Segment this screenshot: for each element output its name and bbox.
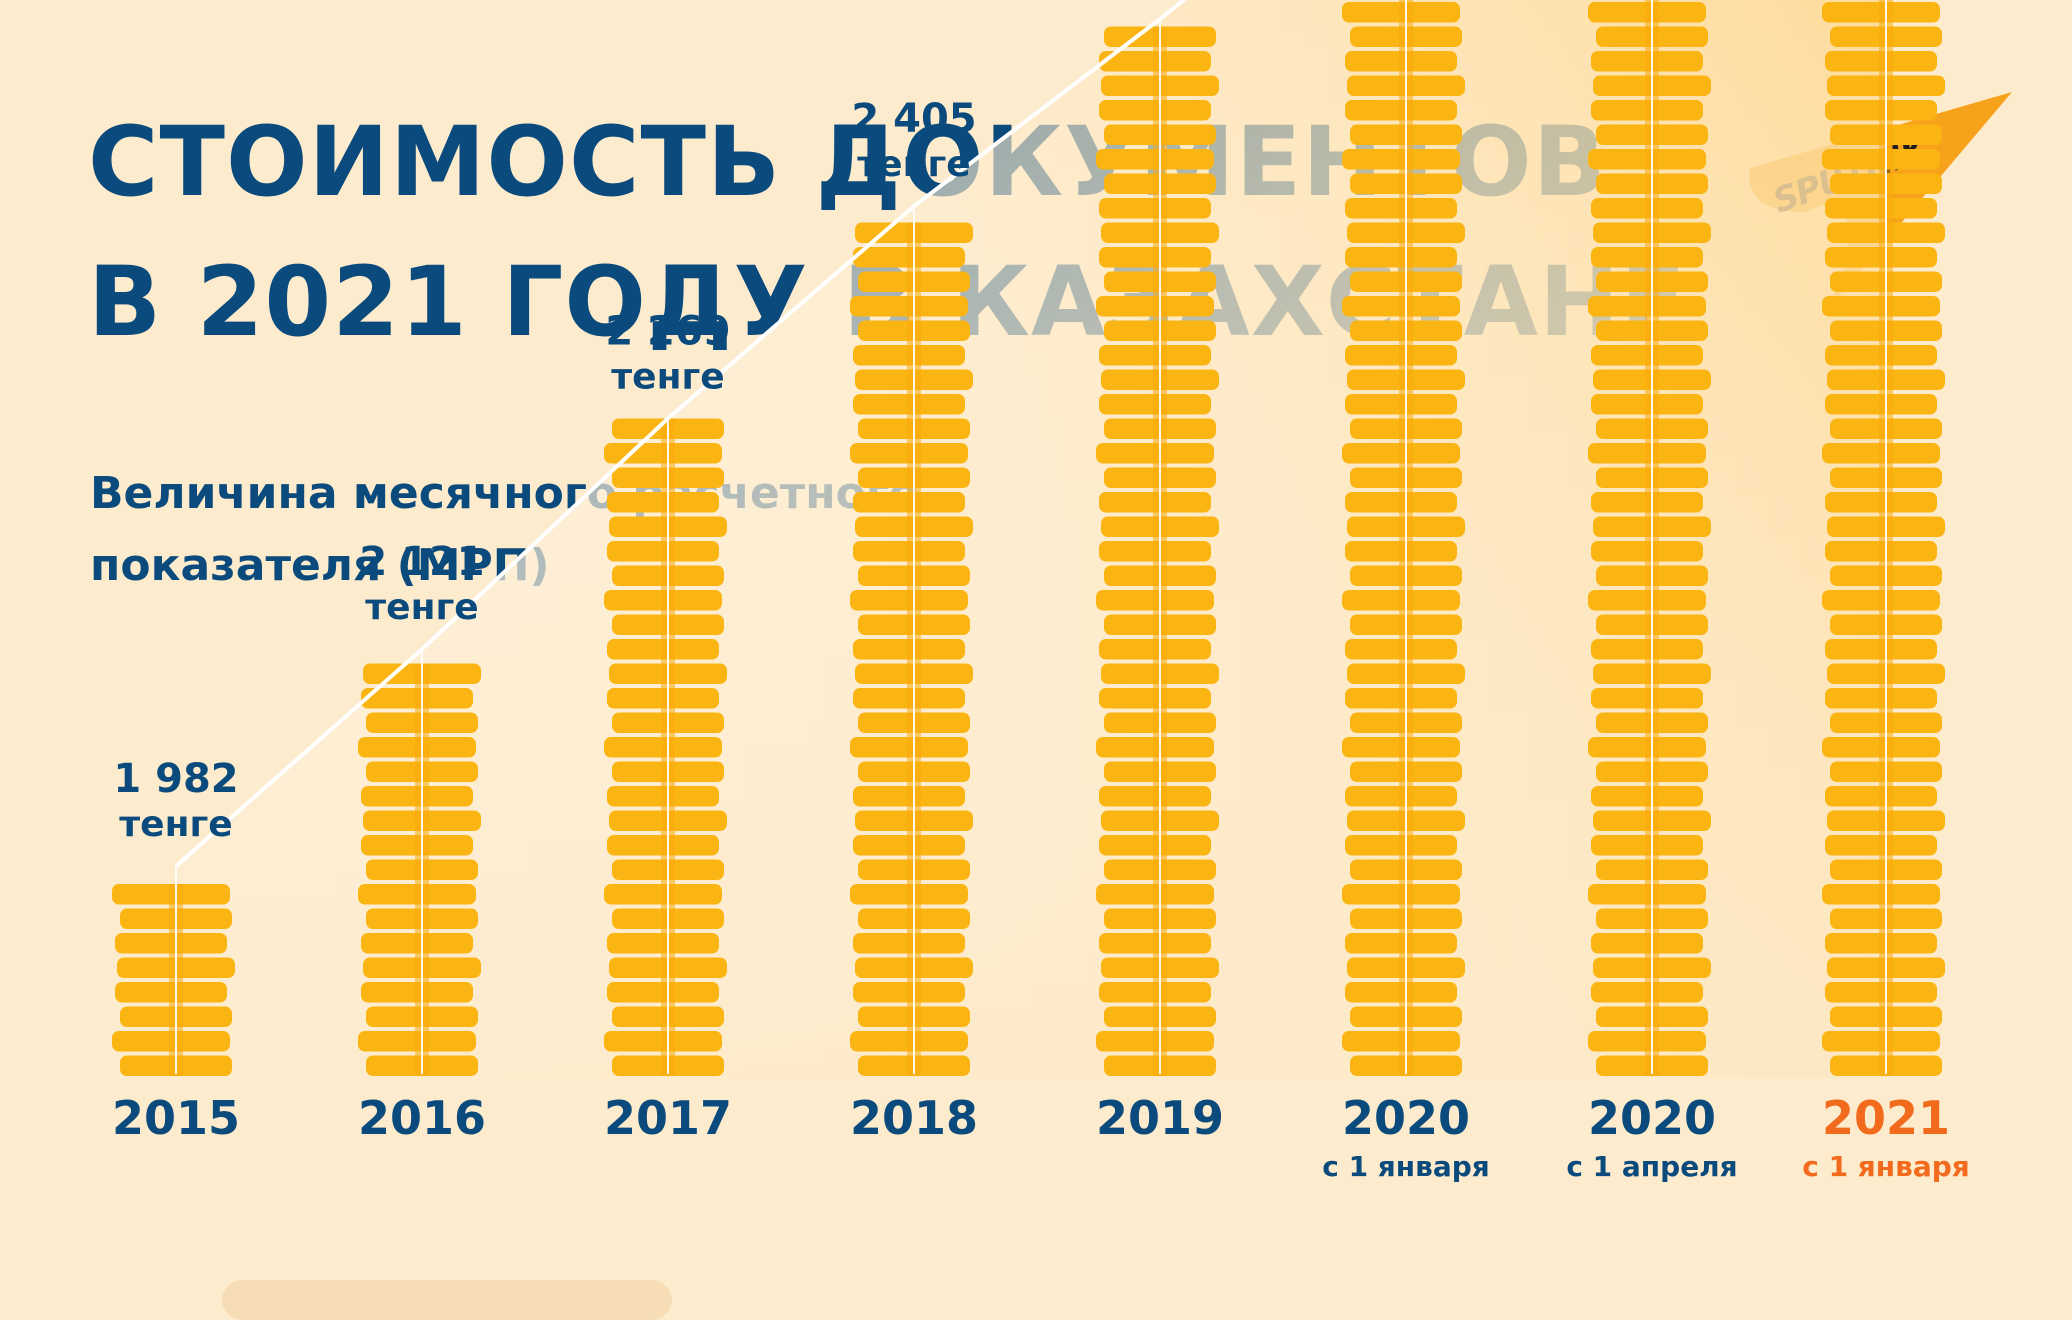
value-label: 2 269 bbox=[605, 308, 730, 354]
value-label: 2 121 bbox=[359, 539, 484, 585]
category-label: 2016 bbox=[358, 1091, 486, 1145]
value-label: 1 982 bbox=[113, 756, 238, 802]
category-label: 2018 bbox=[850, 1091, 978, 1145]
value-unit-label: тенге bbox=[119, 804, 232, 845]
category-label: 2015 bbox=[112, 1091, 240, 1145]
category-label: 2020 bbox=[1588, 1091, 1716, 1145]
value-unit-label: тенге bbox=[365, 587, 478, 628]
category-label: 2021 bbox=[1822, 1091, 1950, 1145]
bar-2020-5 bbox=[1342, 0, 1465, 1076]
value-label: 2 405 bbox=[851, 96, 976, 142]
bar-2016-1 bbox=[358, 649, 481, 1076]
bottom-decoration bbox=[222, 1280, 672, 1320]
category-sublabel: с 1 января bbox=[1802, 1150, 1970, 1183]
bar-2019-4 bbox=[1096, 19, 1219, 1076]
value-unit-label: тенге bbox=[857, 144, 970, 185]
category-sublabel: с 1 января bbox=[1322, 1150, 1490, 1183]
bar-2017-2 bbox=[604, 418, 727, 1076]
bar-2020-6 bbox=[1588, 0, 1711, 1076]
category-label: 2019 bbox=[1096, 1091, 1224, 1145]
subtitle-line-2: показателя (МРП) bbox=[90, 540, 550, 591]
trend-line bbox=[174, 0, 1187, 868]
bar-2018-3 bbox=[850, 206, 973, 1076]
category-label: 2020 bbox=[1342, 1091, 1470, 1145]
category-label: 2017 bbox=[604, 1091, 732, 1145]
bar-2021-7 bbox=[1822, 0, 1945, 1076]
bar-2015-0 bbox=[112, 866, 235, 1076]
trend-area-fade bbox=[176, 0, 1886, 1078]
category-sublabel: с 1 апреля bbox=[1566, 1150, 1737, 1183]
value-unit-label: тенге bbox=[611, 356, 724, 397]
